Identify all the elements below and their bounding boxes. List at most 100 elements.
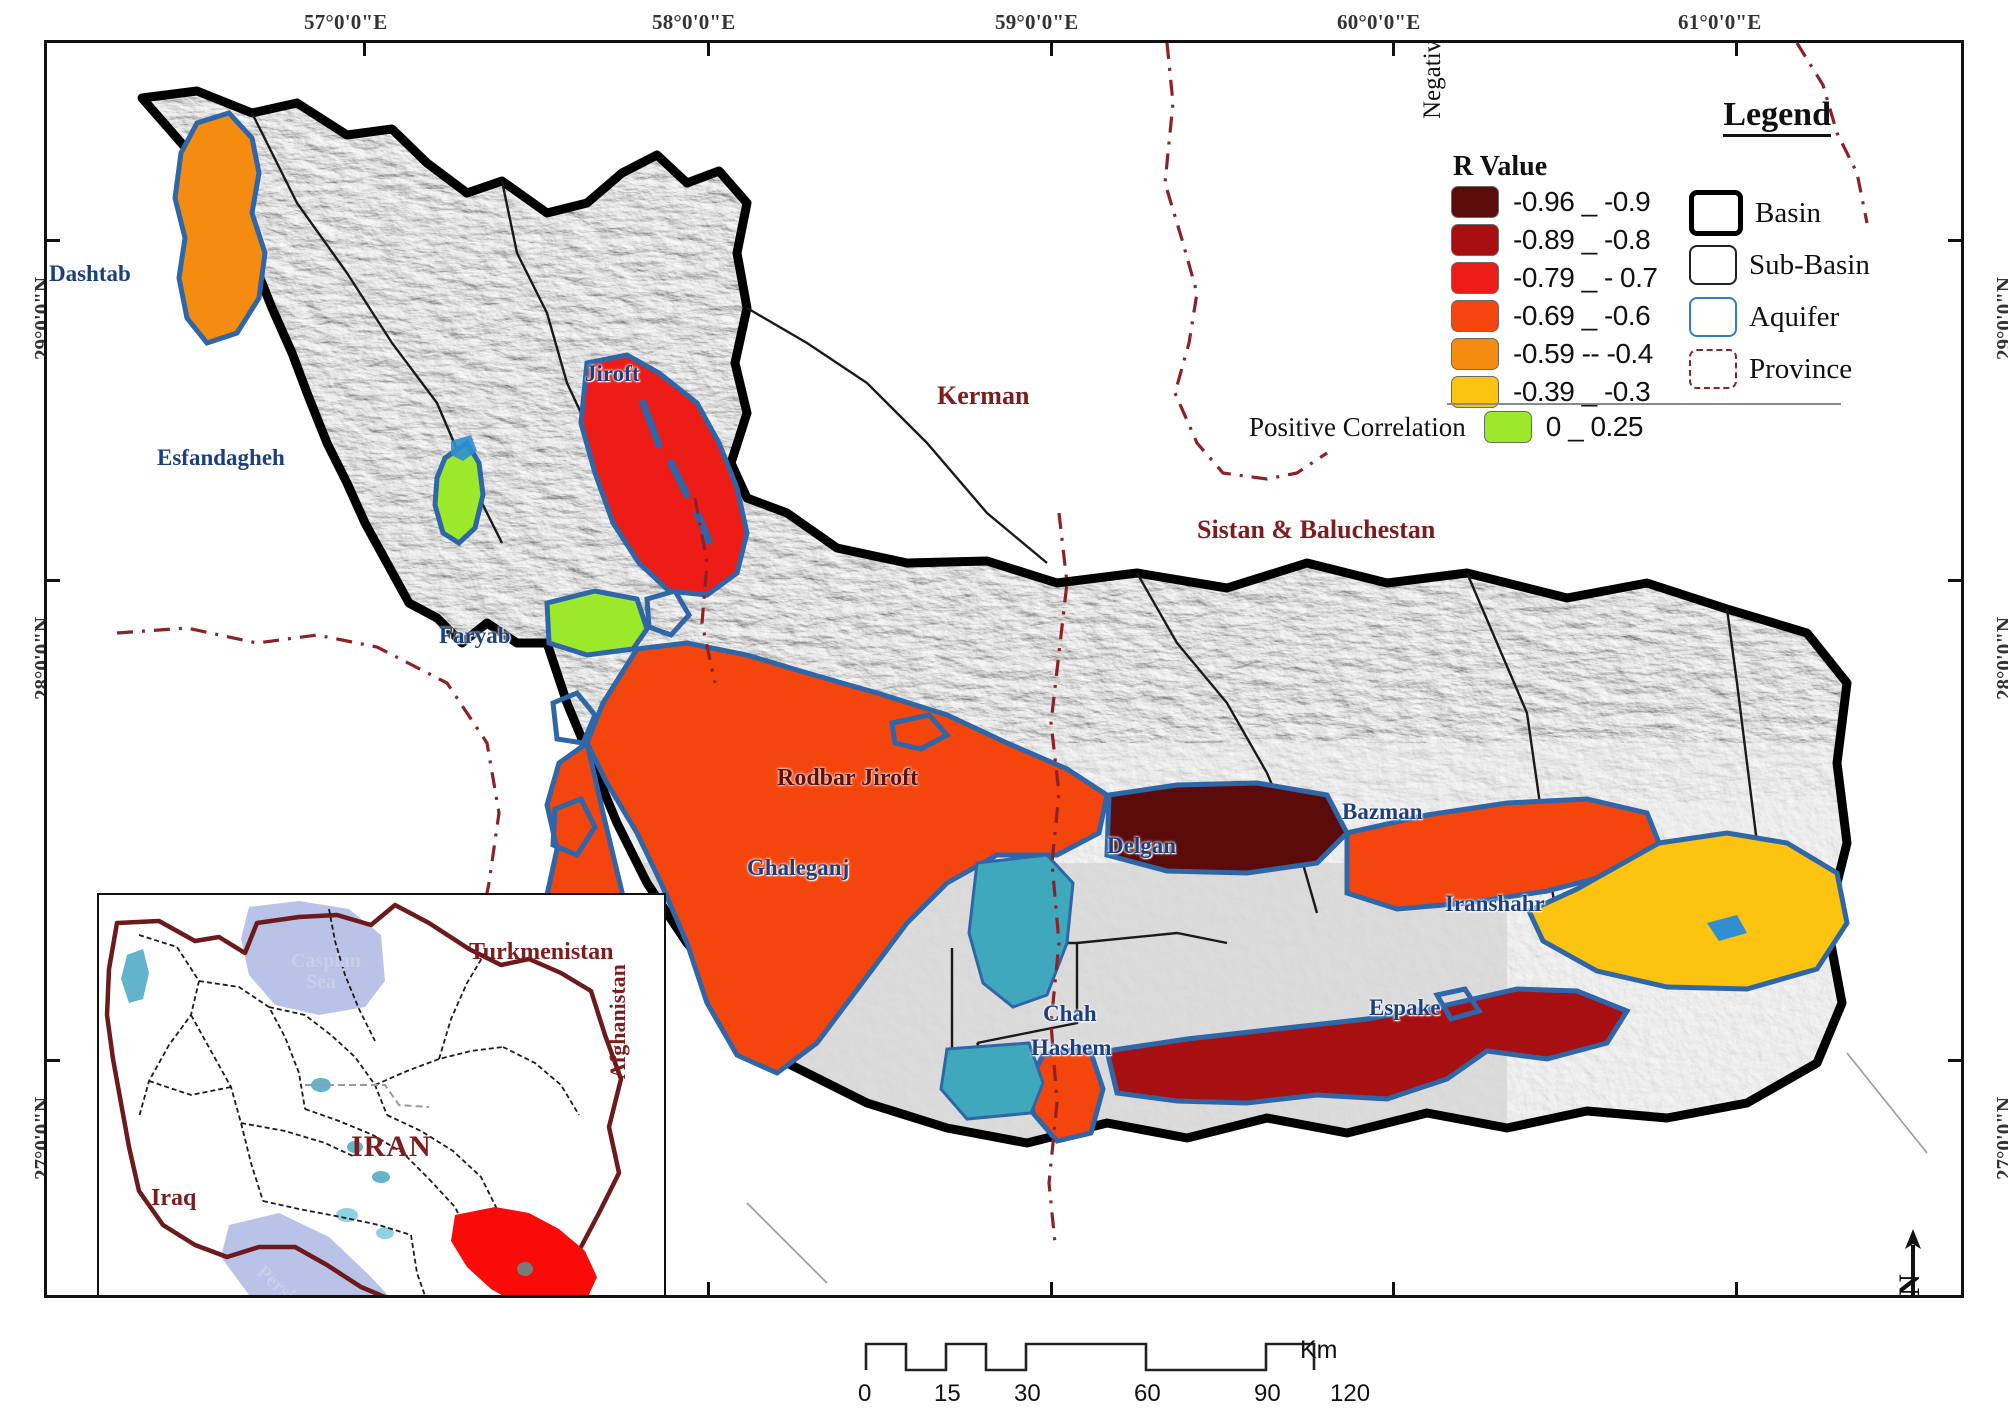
tick-top-5 <box>1735 43 1738 56</box>
inset-label-iran: IRAN <box>351 1130 432 1163</box>
legend-symbol-label-sub-basin: Sub-Basin <box>1749 248 1870 281</box>
aquifer-polygon-faryab <box>544 588 650 658</box>
ramp-row-2: -0.79 _ - 0.7 <box>1451 259 1658 297</box>
legend-symbol-basin: Basin <box>1689 187 1870 239</box>
scale-bar <box>864 1342 1316 1372</box>
tick-bottom-2 <box>707 1282 710 1295</box>
north-arrow: N <box>1893 1229 1926 1296</box>
tick-right-2 <box>1948 579 1961 582</box>
scale-tick-30: 30 <box>1014 1380 1041 1407</box>
study-area-center-dot <box>517 1262 533 1276</box>
inset-canvas <box>99 895 660 1295</box>
lon-label-4: 61°0'0"E <box>1678 10 1762 34</box>
scale-tick-15: 15 <box>934 1380 961 1407</box>
ramp-swatch-5 <box>1451 376 1499 408</box>
ramp-label-0: -0.96 _ -0.9 <box>1513 186 1651 217</box>
scale-unit-label: Km <box>1300 1336 1338 1364</box>
map-label-delgan: Delgan <box>1107 833 1176 858</box>
map-label-kerman: Kerman <box>937 381 1030 410</box>
scale-tick-120: 120 <box>1330 1380 1371 1407</box>
map-label-bazman: Bazman <box>1342 799 1423 824</box>
ramp-label-1: -0.89 _ -0.8 <box>1513 224 1651 255</box>
ramp-swatch-1 <box>1451 224 1499 256</box>
ramp-swatch-positive <box>1483 411 1532 443</box>
tick-left-1 <box>47 239 60 242</box>
north-arrow-label: N <box>1893 1274 1926 1296</box>
map-label-sistan-baluchestan: Sistan & Baluchestan <box>1197 515 1436 544</box>
legend-divider <box>1447 403 1841 405</box>
lake-polygon-lower <box>939 1041 1045 1121</box>
tick-bottom-5 <box>1735 1282 1738 1295</box>
aquifer-polygon-espake <box>1103 986 1631 1106</box>
aquifer-symbol-icon <box>1689 297 1737 337</box>
scale-tick-90: 90 <box>1254 1380 1281 1407</box>
map-label-hashem: Hashem <box>1031 1035 1112 1060</box>
tick-bottom-3 <box>1050 1282 1053 1295</box>
basin-symbol-icon <box>1689 190 1743 236</box>
lat-label-right-0: 29°0'0"N <box>1992 276 2008 360</box>
tick-top-2 <box>707 43 710 56</box>
external-lines <box>746 1052 1928 1284</box>
legend-symbol-sub-basin: Sub-Basin <box>1689 239 1870 291</box>
tick-top-4 <box>1392 43 1395 56</box>
ramp-swatch-3 <box>1451 300 1499 332</box>
aquifer-outlines <box>550 588 1483 1022</box>
map-label-faryab: Faryab <box>439 623 511 648</box>
lake-small-3 <box>372 1171 390 1183</box>
lake-polygon-central <box>967 853 1075 1009</box>
sub-basin-symbol-icon <box>1689 245 1737 285</box>
aquifer-polygon-delgan <box>1104 780 1351 876</box>
ramp-label-5: -0.39 _ -0.3 <box>1513 376 1651 407</box>
lon-label-1: 58°0'0"E <box>652 10 736 34</box>
legend-symbol-province: Province <box>1689 343 1870 395</box>
inset-map: Turkmenistan Afghanistan Iraq IRAN Caspi… <box>97 893 666 1295</box>
ramp-row-1: -0.89 _ -0.8 <box>1451 221 1657 259</box>
lake-small-5 <box>376 1227 394 1239</box>
map-label-chah: Chah <box>1043 1001 1097 1026</box>
tick-right-3 <box>1948 1059 1961 1062</box>
province-boundaries <box>116 43 1869 1244</box>
ramp-swatch-0 <box>1451 186 1499 218</box>
legend-symbol-label-province: Province <box>1749 352 1853 385</box>
ramp-row-3: -0.69 _ -0.6 <box>1451 297 1657 335</box>
map-label-rodbar-jiroft: Rodbar Jiroft <box>777 765 919 791</box>
ramp-label-2: -0.79 _ - 0.7 <box>1513 262 1658 293</box>
lake-small-4 <box>336 1208 358 1222</box>
tick-bottom-4 <box>1392 1282 1395 1295</box>
map-label-espake: Espake <box>1369 995 1441 1020</box>
scale-tick-60: 60 <box>1134 1380 1161 1407</box>
jiroft-streams <box>639 399 713 545</box>
map-frame: Dashtab Esfandagheh Faryab Jiroft Ghaleg… <box>44 40 1964 1298</box>
tick-left-2 <box>47 579 60 582</box>
legend-symbol-label-basin: Basin <box>1755 196 1822 229</box>
ramp-row-5: -0.39 _ -0.3 <box>1451 373 1657 411</box>
color-ramp: -0.96 _ -0.9 -0.89 _ -0.8 -0.79 _ - 0.7 … <box>1451 183 1658 411</box>
map-label-esfandagheh: Esfandagheh <box>157 445 285 470</box>
scale-tick-0: 0 <box>858 1380 872 1407</box>
legend-title: Legend <box>1723 97 1831 137</box>
ramp-swatch-4 <box>1451 338 1499 370</box>
ramp-row-0: -0.96 _ -0.9 <box>1451 183 1657 221</box>
tick-left-3 <box>47 1059 60 1062</box>
tick-top-1 <box>363 43 366 56</box>
map-label-iranshahr: Iranshahr <box>1445 891 1545 916</box>
r-value-title: R Value <box>1453 151 1548 182</box>
map-label-ghaleganj: Ghaleganj <box>747 855 850 880</box>
lat-label-right-1: 28°0'0"N <box>1992 616 2008 700</box>
inset-label-caspian-sea: Caspian Sea <box>291 950 362 993</box>
positive-correlation-row: Positive Correlation 0 _ 0.25 <box>1249 411 1643 443</box>
tick-top-3 <box>1050 43 1053 56</box>
ramp-label-positive: 0 _ 0.25 <box>1545 411 1644 442</box>
legend-panel: Legend Negative Correlation R Value -0.9… <box>1249 43 1870 443</box>
positive-correlation-label: Positive Correlation <box>1249 411 1466 442</box>
inset-label-afghanistan: Afghanistan <box>605 964 630 1079</box>
ramp-label-3: -0.69 _ -0.6 <box>1513 300 1651 331</box>
map-label-jiroft: Jiroft <box>585 361 640 386</box>
negative-correlation-label: Negative Correlation <box>1419 43 1447 119</box>
lake-small-2 <box>347 1141 363 1153</box>
lon-label-2: 59°0'0"E <box>995 10 1079 34</box>
tick-right-1 <box>1948 239 1961 242</box>
inset-center-line <box>305 1084 430 1108</box>
ramp-swatch-2 <box>1451 262 1499 294</box>
